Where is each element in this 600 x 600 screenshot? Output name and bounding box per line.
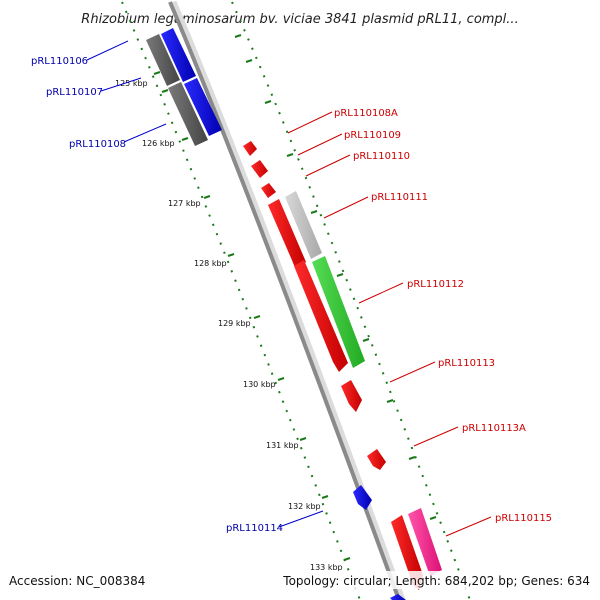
- gene-pRL110108A-feature[interactable]: [243, 141, 257, 156]
- kbp-label: 133 kbp: [310, 563, 343, 572]
- gene-label-pRL110110[interactable]: pRL110110: [353, 151, 410, 162]
- kbp-label: 130 kbp: [243, 380, 276, 389]
- gene-label-pRL110109[interactable]: pRL110109: [344, 130, 401, 141]
- gene-label-pRL110107[interactable]: pRL110107: [46, 87, 103, 98]
- gene-bottom-blue-feature[interactable]: [390, 594, 406, 600]
- kbp-label: 132 kbp: [288, 502, 321, 511]
- gene-label-pRL110113[interactable]: pRL110113: [438, 358, 495, 369]
- tick-track-outer: [231, 1, 471, 600]
- major-ticks-outer: [234, 34, 437, 520]
- kbp-label: 126 kbp: [142, 139, 175, 148]
- topology-text: Topology: circular; Length: 684,202 bp; …: [282, 574, 590, 588]
- gene-pRL110106b-feature[interactable]: [161, 28, 196, 82]
- backbone: [168, 1, 401, 600]
- gene-label-pRL110111[interactable]: pRL110111: [371, 192, 428, 203]
- gene-pRL110109-feature[interactable]: [251, 160, 268, 178]
- kbp-label: 129 kbp: [218, 319, 251, 328]
- gene-label-pRL110106[interactable]: pRL110106: [31, 56, 88, 67]
- kbp-label: 131 kbp: [266, 441, 299, 450]
- reverse-leader-lines: [86, 40, 324, 528]
- kbp-label: 127 kbp: [168, 199, 201, 208]
- gene-label-pRL110114[interactable]: pRL110114: [226, 523, 283, 534]
- gene-pRL110110-feature[interactable]: [261, 183, 276, 198]
- gene-pRL110107b-feature[interactable]: [184, 78, 222, 136]
- gene-pRL110115b-feature[interactable]: [408, 508, 442, 576]
- gene-label-pRL110108A[interactable]: pRL110108A: [334, 108, 398, 119]
- gene-label-pRL110112[interactable]: pRL110112: [407, 279, 464, 290]
- gene-label-pRL110108[interactable]: pRL110108: [69, 139, 126, 150]
- gene-pRL110107-feature[interactable]: [168, 82, 208, 146]
- kbp-label: 125 kbp: [115, 79, 148, 88]
- gene-label-pRL110115[interactable]: pRL110115: [495, 513, 552, 524]
- gene-pRL110111b-feature[interactable]: [285, 191, 322, 259]
- gene-pRL110112b-feature[interactable]: [312, 256, 365, 368]
- forward-leader-lines: [287, 111, 492, 537]
- tick-track-inner: [121, 1, 361, 600]
- footer-backdrop: [0, 571, 600, 589]
- map-title: Rhizobium leguminosarum bv. viciae 3841 …: [81, 12, 518, 27]
- major-ticks-inner: [153, 71, 351, 561]
- gene-pRL110106-feature[interactable]: [146, 34, 180, 86]
- gene-pRL110112-feature[interactable]: [294, 260, 348, 372]
- kbp-label: 128 kbp: [194, 259, 227, 268]
- accession-text: Accession: NC_008384: [9, 574, 145, 588]
- gene-pRL110111-feature[interactable]: [268, 199, 306, 270]
- gene-pRL110113-feature[interactable]: [341, 380, 362, 412]
- gene-pRL110114-feature[interactable]: [353, 485, 372, 510]
- gene-pRL110113A-feature[interactable]: [367, 449, 386, 470]
- gene-label-pRL110113A[interactable]: pRL110113A: [462, 423, 526, 434]
